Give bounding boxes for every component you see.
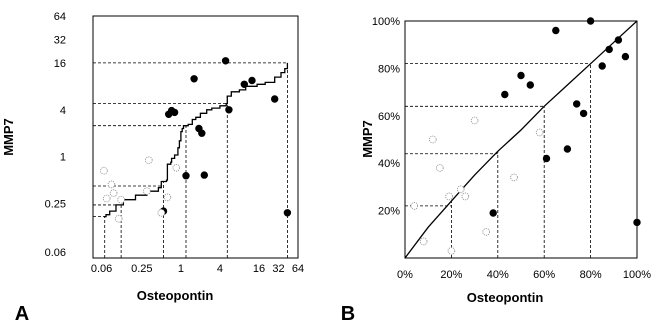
y-tick-label: 0.06 [45,247,66,259]
data-point-filled [489,209,497,217]
x-axis-title: Osteopontin [137,288,214,303]
data-point-open [163,193,172,202]
data-point-filled [621,52,630,61]
data-point-filled [190,75,198,83]
data-point-filled [271,95,279,103]
data-point-open [447,247,456,255]
data-point-open [419,237,428,246]
x-tick-label: 80% [580,269,602,281]
data-point-filled [240,80,249,89]
data-point-open [410,202,419,210]
data-point-filled [563,145,572,153]
y-tick-label: 60% [378,111,400,123]
data-point-open [117,195,125,204]
data-point-open [510,173,518,182]
data-point-filled [221,57,230,65]
data-point-filled [200,171,209,179]
x-tick-label: 0.06 [91,263,112,275]
data-point-open [114,214,123,223]
data-point-filled [614,36,623,44]
data-point-filled [170,108,179,117]
data-point-open [428,135,437,144]
y-axis-title: MMP7 [1,118,16,156]
data-point-open [470,116,479,125]
plot-frame [404,20,638,259]
quantile-curve [404,20,638,259]
data-point-filled [283,209,292,217]
x-tick-label: 100% [623,269,651,281]
data-point-open [109,189,118,198]
data-point-filled [526,81,534,89]
y-tick-label: 20% [378,206,400,218]
data-point-open [145,156,153,165]
panel-letter: B [341,303,355,325]
data-point-open [456,185,465,194]
x-tick-label: 1 [178,263,184,275]
y-tick-label: 40% [378,158,400,170]
x-tick-label: 16 [253,263,265,275]
y-tick-label: 100% [372,16,400,28]
data-point-open [172,164,181,172]
x-tick-label: 64 [292,263,304,275]
data-point-filled [552,26,560,35]
y-tick-label: 1 [60,152,66,164]
y-axis-title: MMP7 [360,120,375,158]
y-tick-label: 0.25 [45,199,66,211]
x-tick-label: 20% [440,269,462,281]
data-point-open [102,194,111,203]
y-tick-label: 64 [54,11,66,23]
data-point-filled [633,218,641,227]
y-tick-label: 4 [60,105,66,117]
x-axis-title: Osteopontin [467,290,544,305]
data-point-filled [198,129,206,137]
x-tick-label: 40% [487,269,509,281]
data-point-filled [182,172,190,180]
x-tick-label: 0.25 [131,263,152,275]
y-tick-label: 32 [54,34,66,46]
data-point-filled [579,109,588,118]
data-point-filled [572,100,581,108]
data-point-open [435,164,444,172]
panel-a: 0.06 0.25 1 4 16 32 64 0.06 0.25 1 4 16 32 64 Osteopon… [1,11,304,325]
data-point-open [107,180,116,189]
data-point-open [157,209,166,217]
data-point-filled [517,71,525,80]
panel-b: 0% 20% 40% 60% 80% 100% 20% 40% 60% 80% 100% Osteop… [341,16,652,325]
y-tick-label: 80% [378,63,400,75]
data-point-open [143,187,151,196]
data-point-filled [586,17,595,25]
data-point-open [100,166,108,175]
x-tick-label: 0% [397,269,413,281]
x-tick-label: 4 [217,263,223,275]
data-point-open [445,192,453,201]
data-point-filled [248,76,256,85]
data-point-open [482,228,491,236]
x-tick-label: 32 [272,263,284,275]
data-point-open [535,128,544,137]
data-point-filled [225,106,233,114]
data-point-filled [542,154,551,163]
data-point-open [461,192,470,201]
data-point-filled [501,90,509,99]
x-tick-label: 60% [533,269,555,281]
quantile-curve [103,62,289,218]
panel-letter: A [15,303,29,325]
y-tick-label: 16 [54,58,66,70]
data-point-filled [598,62,606,70]
data-point-filled [605,45,613,54]
plot-frame [92,15,299,259]
